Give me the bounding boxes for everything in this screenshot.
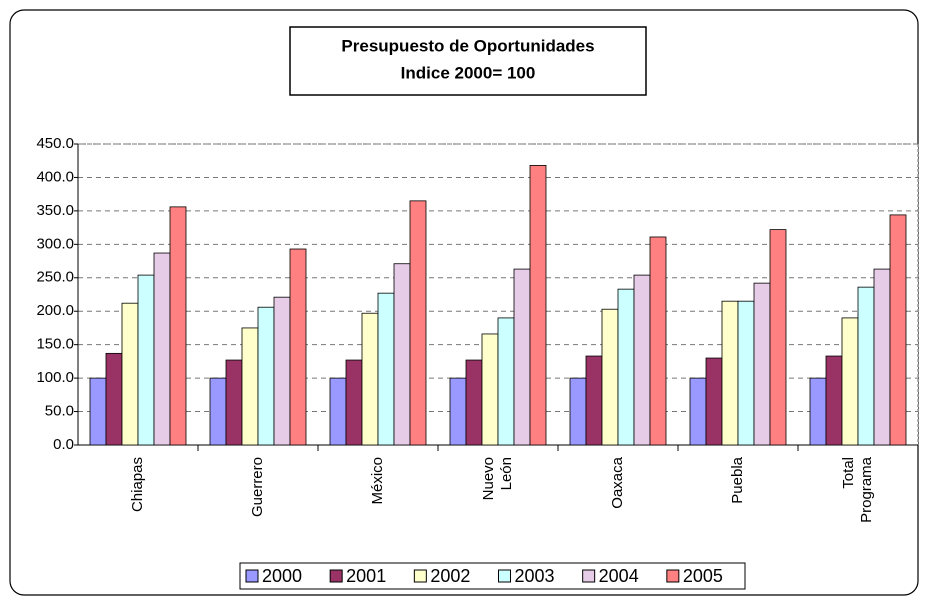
bar bbox=[617, 288, 635, 446]
bar bbox=[513, 268, 531, 446]
bar bbox=[89, 377, 107, 446]
legend-swatch bbox=[498, 569, 511, 583]
y-tick-label: 50.0 bbox=[45, 403, 74, 420]
legend-swatch bbox=[413, 569, 427, 583]
legend-swatch bbox=[582, 569, 596, 583]
x-tick-label: TotalPrograma bbox=[840, 456, 875, 523]
y-tick-label: 150.0 bbox=[36, 336, 74, 353]
bar bbox=[889, 214, 907, 446]
bar bbox=[137, 274, 155, 446]
legend-swatch bbox=[245, 569, 259, 583]
bar bbox=[649, 236, 667, 446]
bar bbox=[241, 327, 259, 446]
bar bbox=[569, 377, 587, 446]
y-tick-label: 0.0 bbox=[53, 436, 74, 453]
bar bbox=[841, 317, 859, 446]
legend-label: 2002 bbox=[430, 566, 470, 586]
legend-swatch bbox=[666, 569, 680, 583]
bar bbox=[329, 377, 347, 446]
chart-subtitle: Indice 2000= 100 bbox=[401, 63, 536, 82]
bar bbox=[481, 333, 499, 446]
bar bbox=[273, 296, 291, 446]
y-tick-label: 350.0 bbox=[36, 202, 74, 219]
bar bbox=[769, 229, 787, 446]
legend-label: 2004 bbox=[599, 566, 639, 586]
bar bbox=[753, 282, 771, 446]
bar bbox=[225, 359, 243, 446]
y-tick-label: 250.0 bbox=[36, 269, 74, 286]
y-tick-label: 300.0 bbox=[36, 235, 74, 252]
bar bbox=[529, 165, 547, 446]
bar bbox=[361, 312, 379, 446]
bar bbox=[153, 252, 171, 446]
y-tick-label: 200.0 bbox=[36, 302, 74, 319]
bar bbox=[377, 292, 395, 446]
legend-label: 2001 bbox=[346, 566, 386, 586]
bar bbox=[345, 359, 363, 446]
x-tick-label: Puebla bbox=[729, 456, 746, 503]
bar bbox=[393, 263, 411, 446]
bar bbox=[105, 352, 123, 446]
bar bbox=[257, 306, 275, 446]
legend-label: 2003 bbox=[515, 566, 555, 586]
bar bbox=[449, 377, 467, 446]
bar bbox=[465, 359, 483, 446]
y-tick-label: 450.0 bbox=[36, 135, 74, 152]
y-tick-label: 100.0 bbox=[36, 369, 74, 386]
bar bbox=[825, 355, 843, 446]
legend-swatch bbox=[329, 569, 343, 583]
x-tick-label: Guerrero bbox=[249, 457, 266, 517]
legend-box bbox=[239, 562, 746, 590]
bar bbox=[857, 286, 875, 446]
bar bbox=[633, 274, 651, 446]
bar bbox=[121, 302, 139, 446]
x-tick-label: Oaxaca bbox=[609, 456, 626, 508]
bar bbox=[705, 357, 723, 446]
y-tick-label: 400.0 bbox=[36, 168, 74, 185]
bar bbox=[721, 300, 739, 446]
bar bbox=[585, 355, 603, 446]
bar bbox=[689, 377, 707, 446]
bar bbox=[409, 200, 427, 446]
x-tick-label: Chiapas bbox=[129, 457, 146, 512]
bar bbox=[169, 206, 187, 446]
bar bbox=[601, 308, 619, 446]
chart-title: Presupuesto de Oportunidades bbox=[341, 36, 594, 55]
x-tick-label: México bbox=[369, 457, 386, 505]
bar bbox=[289, 248, 307, 446]
legend-label: 2000 bbox=[262, 566, 302, 586]
bar bbox=[873, 268, 891, 446]
x-tick-label: NuevoLeón bbox=[480, 457, 515, 500]
bar bbox=[809, 377, 827, 446]
legend-label: 2005 bbox=[683, 566, 723, 586]
bar bbox=[209, 377, 227, 446]
bar bbox=[737, 300, 755, 446]
bar bbox=[497, 317, 515, 446]
title-box bbox=[289, 26, 647, 96]
